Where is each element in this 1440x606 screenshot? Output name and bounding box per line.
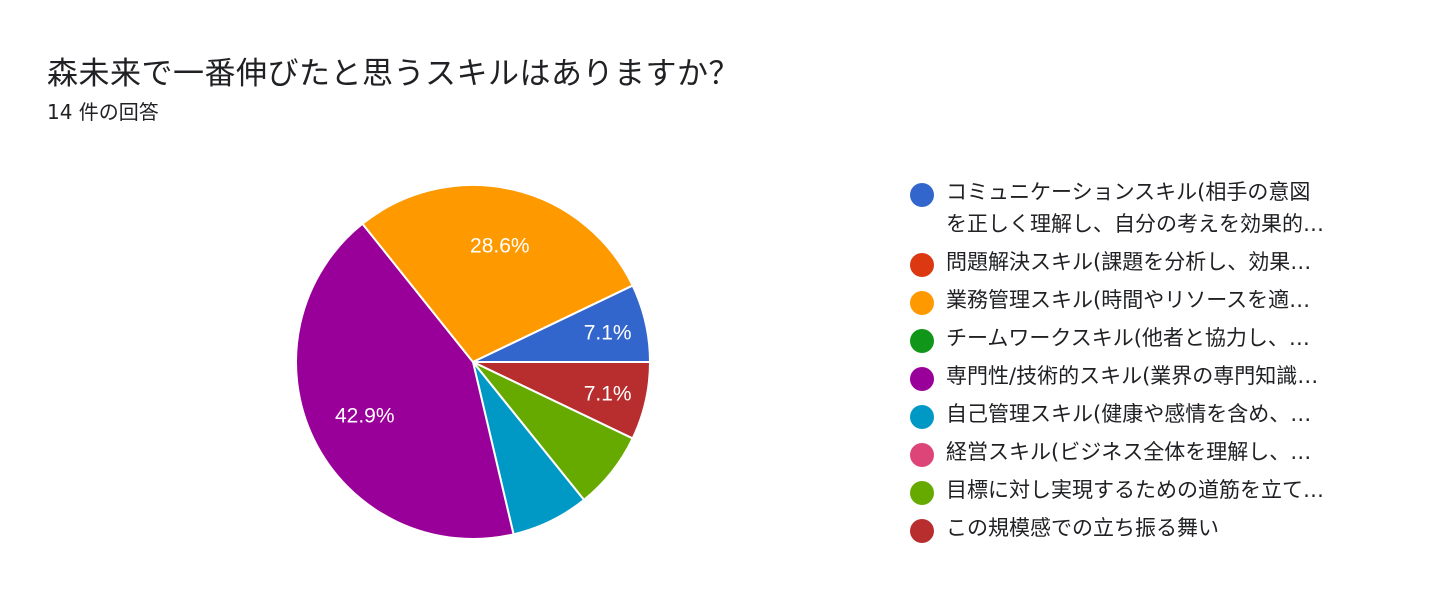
legend-color-dot xyxy=(910,329,934,353)
legend-label: 経営スキル(ビジネス全体を理解し、… xyxy=(946,440,1312,464)
legend-item[interactable]: 目標に対し実現するための道筋を立て… xyxy=(910,474,1380,506)
legend-color-dot xyxy=(910,183,934,207)
legend-color-dot xyxy=(910,367,934,391)
pie-slice[interactable] xyxy=(472,284,652,363)
legend-item[interactable]: チームワークスキル(他者と協力し、… xyxy=(910,322,1380,354)
legend-item[interactable]: この規模感での立ち振る舞い xyxy=(910,512,1380,544)
legend-label: チームワークスキル(他者と協力し、… xyxy=(946,326,1310,350)
legend-label: コミュニケーションスキル(相手の意図 を正しく理解し、自分の考えを効果的… xyxy=(946,180,1324,236)
legend-label: 問題解決スキル(課題を分析し、効果… xyxy=(946,250,1312,274)
legend-item[interactable]: 問題解決スキル(課題を分析し、効果… xyxy=(910,246,1380,278)
slice-label: 7.1% xyxy=(584,383,632,406)
legend-item[interactable]: コミュニケーションスキル(相手の意図 を正しく理解し、自分の考えを効果的… xyxy=(910,176,1380,240)
legend-label: この規模感での立ち振る舞い xyxy=(946,516,1219,540)
chart-legend: コミュニケーションスキル(相手の意図 を正しく理解し、自分の考えを効果的… 問題解… xyxy=(910,176,1380,550)
legend-label: 業務管理スキル(時間やリソースを適… xyxy=(946,288,1311,312)
pie-chart: 7.1% 42.9% 28.6% 7.1% xyxy=(295,184,652,540)
slice-label: 42.9% xyxy=(335,405,395,428)
slice-label: 28.6% xyxy=(470,235,530,258)
legend-item[interactable]: 経営スキル(ビジネス全体を理解し、… xyxy=(910,436,1380,468)
legend-color-dot xyxy=(910,405,934,429)
legend-label: 目標に対し実現するための道筋を立て… xyxy=(946,478,1324,502)
legend-label: 専門性/技術的スキル(業界の専門知識… xyxy=(946,364,1319,388)
slice-label: 7.1% xyxy=(584,321,632,344)
chart-title: 森未来で一番伸びたと思うスキルはありますか？ xyxy=(47,56,740,92)
legend-color-dot xyxy=(910,291,934,315)
legend-color-dot xyxy=(910,481,934,505)
legend-label: 自己管理スキル(健康や感情を含め、… xyxy=(946,402,1312,426)
legend-item[interactable]: 自己管理スキル(健康や感情を含め、… xyxy=(910,398,1380,430)
legend-color-dot xyxy=(910,519,934,543)
response-count: 14 件の回答 xyxy=(47,100,159,124)
legend-item[interactable]: 業務管理スキル(時間やリソースを適… xyxy=(910,284,1380,316)
legend-item[interactable]: 専門性/技術的スキル(業界の専門知識… xyxy=(910,360,1380,392)
pie-slice[interactable] xyxy=(295,222,515,540)
legend-color-dot xyxy=(910,443,934,467)
legend-color-dot xyxy=(910,253,934,277)
